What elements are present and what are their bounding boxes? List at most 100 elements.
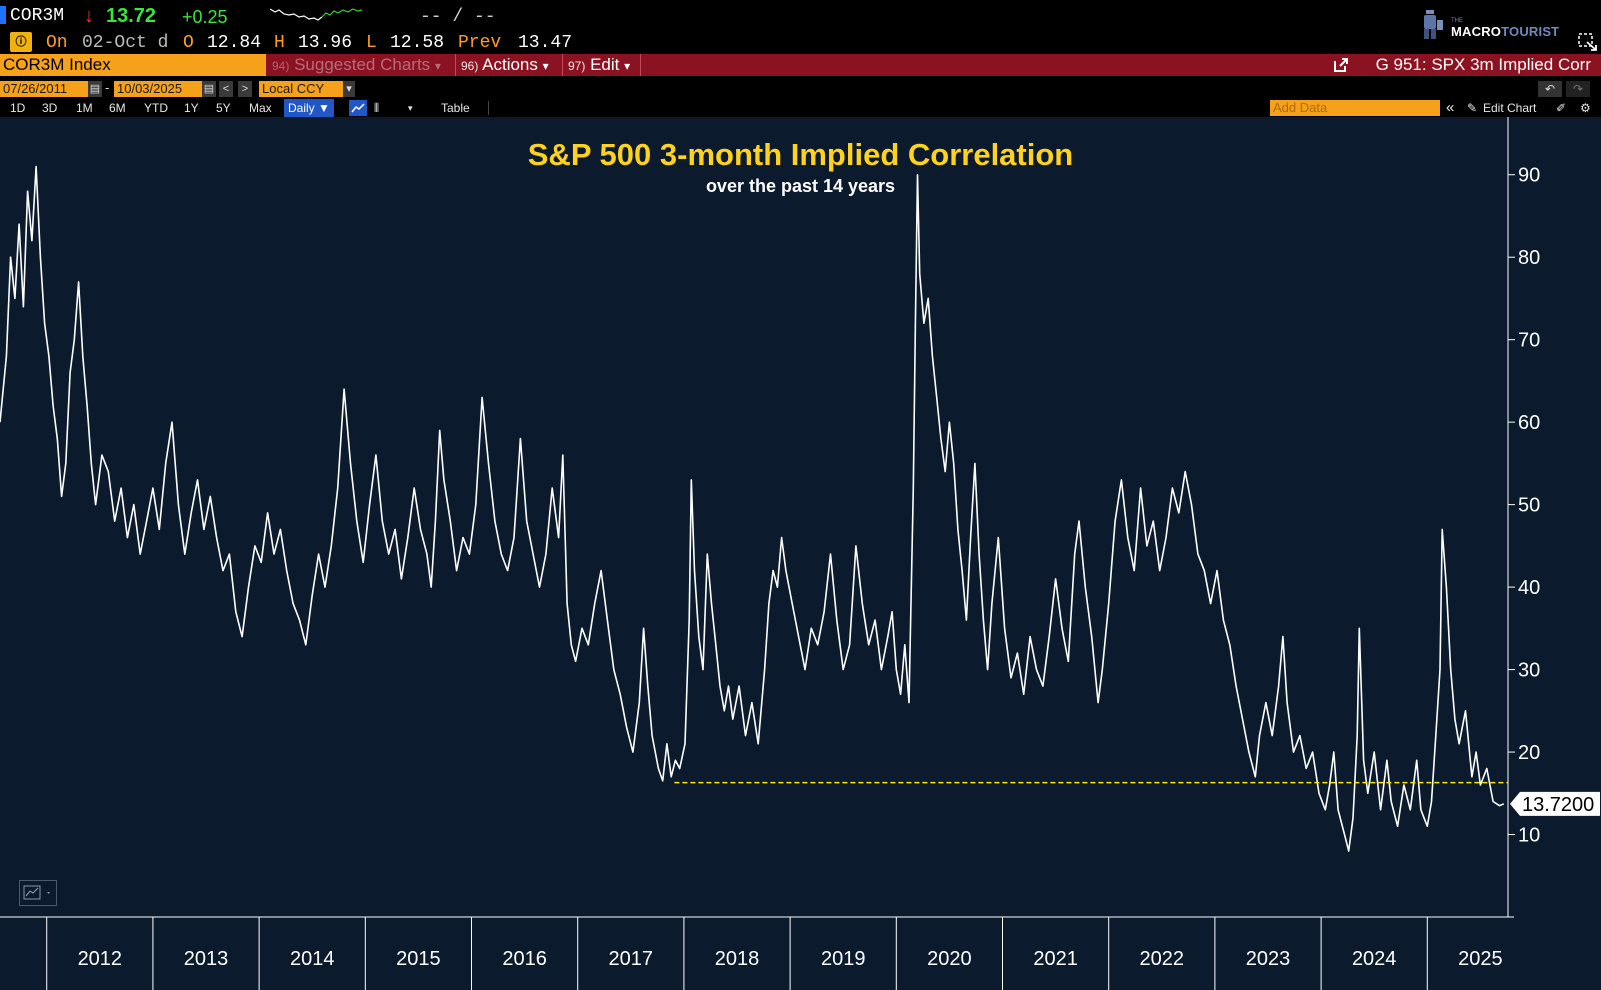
menu-divider [562,54,563,76]
line-chart-icon[interactable] [349,100,367,116]
logo-tourist-text: TOURIST [1501,24,1560,39]
series-line [0,165,1505,852]
chevron-down-icon[interactable]: ▾ [343,81,355,97]
undo-icon[interactable]: ↶ [1538,81,1562,97]
x-tick-label: 2021 [1033,948,1078,970]
chart-toolbar: 1D 3D 1M 6M YTD 1Y 5Y Max Daily ▼ ⫴ ▾ Ta… [0,81,1601,117]
edit-menu[interactable]: 97) Edit ▾ [568,54,630,76]
x-tick-label: 2023 [1246,948,1291,970]
calendar-icon[interactable]: ▤ [88,81,102,97]
launch-icon[interactable] [1333,57,1349,73]
on-label: On [46,33,68,53]
y-tick-label: 70 [1518,330,1540,352]
x-tick-label: 2018 [715,948,760,970]
chart-title: S&P 500 3-month Implied Correlation [527,137,1074,172]
period-1m[interactable]: 1M [76,101,93,115]
y-tick-label: 40 [1518,577,1540,599]
ohlc-bar: ⓘ On 02-Oct d O 12.84 H 13.96 L 12.58 Pr… [0,30,1601,54]
period-6m[interactable]: 6M [109,101,126,115]
logo-wordmark: MACROTOURIST [1451,24,1559,39]
add-data-input[interactable]: Add Data [1270,100,1440,116]
security-field[interactable]: COR3M Index [0,54,266,76]
menu-label: Suggested Charts [294,55,431,74]
prev-label: Prev [458,33,502,53]
chart-type-button[interactable] [19,880,57,906]
frequency-select[interactable]: Daily ▼ [284,99,334,117]
prev-period-button[interactable]: < [219,81,233,97]
expand-window-icon[interactable] [1578,33,1598,51]
net-change: +0.25 [182,7,228,27]
gear-icon[interactable]: ⚙ [1580,101,1591,115]
x-tick-label: 2020 [927,948,972,970]
period-5y[interactable]: 5Y [216,101,231,115]
y-tick-label: 10 [1518,825,1540,847]
x-tick-label: 2014 [290,948,335,970]
period-3d[interactable]: 3D [42,101,58,115]
y-tick-label: 20 [1518,742,1540,764]
ticker-symbol[interactable]: COR3M [10,6,65,26]
last-price: 13.72 [106,5,157,27]
menu-divider [640,54,641,76]
period-1y[interactable]: 1Y [184,101,199,115]
quote-date: 02-Oct d [82,33,169,53]
intraday-sparkline [270,8,363,21]
page-title: G 951: SPX 3m Implied Corr [1375,55,1591,74]
menu-number: 94) [272,59,290,73]
quote-header: COR3M ↓ 13.72 +0.25 -- / -- THE MACROTOU… [0,0,1601,51]
low-value: 12.58 [390,33,445,53]
x-tick-label: 2024 [1352,948,1397,970]
date-separator: - [105,80,110,95]
chevron-down-icon: ▾ [434,59,441,73]
macro-tourist-logo: THE MACROTOURIST [1421,10,1571,46]
x-tick-label: 2022 [1140,948,1185,970]
redo-icon[interactable]: ↷ [1566,81,1590,97]
collapse-icon[interactable]: « [1446,99,1455,116]
menu-number: 96) [461,59,479,73]
chevron-down-icon: ▾ [542,59,549,73]
last-value-tag: 13.7200 [1510,791,1600,816]
y-tick-label: 30 [1518,660,1540,682]
menu-divider [455,54,456,76]
table-button[interactable]: Table [441,101,470,115]
security-color-marker [0,6,6,24]
chevron-down-icon: ▾ [624,59,631,73]
next-period-button[interactable]: > [238,81,252,97]
logo-macro-text: MACRO [1451,24,1502,39]
edit-chart-button[interactable]: Edit Chart [1483,101,1537,115]
last-value-label: 13.7200 [1522,794,1594,816]
period-1d[interactable]: 1D [10,101,26,115]
pencil-icon[interactable]: ✎ [1467,101,1478,115]
open-label: O [183,33,194,53]
chart-area[interactable]: 10 20 30 40 50 60 70 80 90 2012 2013 2014 2015 2016 2… [0,117,1601,990]
period-max[interactable]: Max [249,101,272,115]
high-label: H [274,33,285,53]
chevron-down-icon[interactable]: ▾ [408,103,413,113]
suggested-charts-menu[interactable]: 94) Suggested Charts ▾ [272,54,441,76]
currency-select[interactable]: Local CCY [259,81,343,97]
last-value-tag-bg [1510,791,1600,816]
candle-chart-icon[interactable]: ⫴ [374,101,380,115]
period-ytd[interactable]: YTD [144,101,168,115]
x-tick-label: 2012 [78,948,123,970]
date-range-bar: 07/26/2011 ▤ - 10/03/2025 ▤ < > Local CC… [0,80,1601,99]
x-tick-label: 2025 [1458,948,1503,970]
calendar-icon[interactable]: ▤ [202,81,216,97]
x-tick-label: 2019 [821,948,866,970]
low-label: L [366,33,377,53]
annotate-icon[interactable]: ✐ [1556,101,1567,115]
start-date-input[interactable]: 07/26/2011 [0,81,88,97]
traveler-icon [1424,10,1443,39]
menu-label: Edit [590,55,620,74]
y-tick-label: 90 [1518,165,1540,187]
logo-the-text: THE [1451,18,1463,24]
open-value: 12.84 [207,33,262,53]
x-tick-label: 2013 [184,948,229,970]
bid-ask: -- / -- [420,7,496,27]
high-value: 13.96 [298,33,353,53]
end-date-input[interactable]: 10/03/2025 [114,81,202,97]
down-arrow-icon: ↓ [84,5,94,27]
x-tick-label: 2017 [609,948,654,970]
data-source-icon: ⓘ [10,32,32,52]
actions-menu[interactable]: 96) Actions ▾ [461,54,549,76]
x-tick-label: 2015 [396,948,441,970]
